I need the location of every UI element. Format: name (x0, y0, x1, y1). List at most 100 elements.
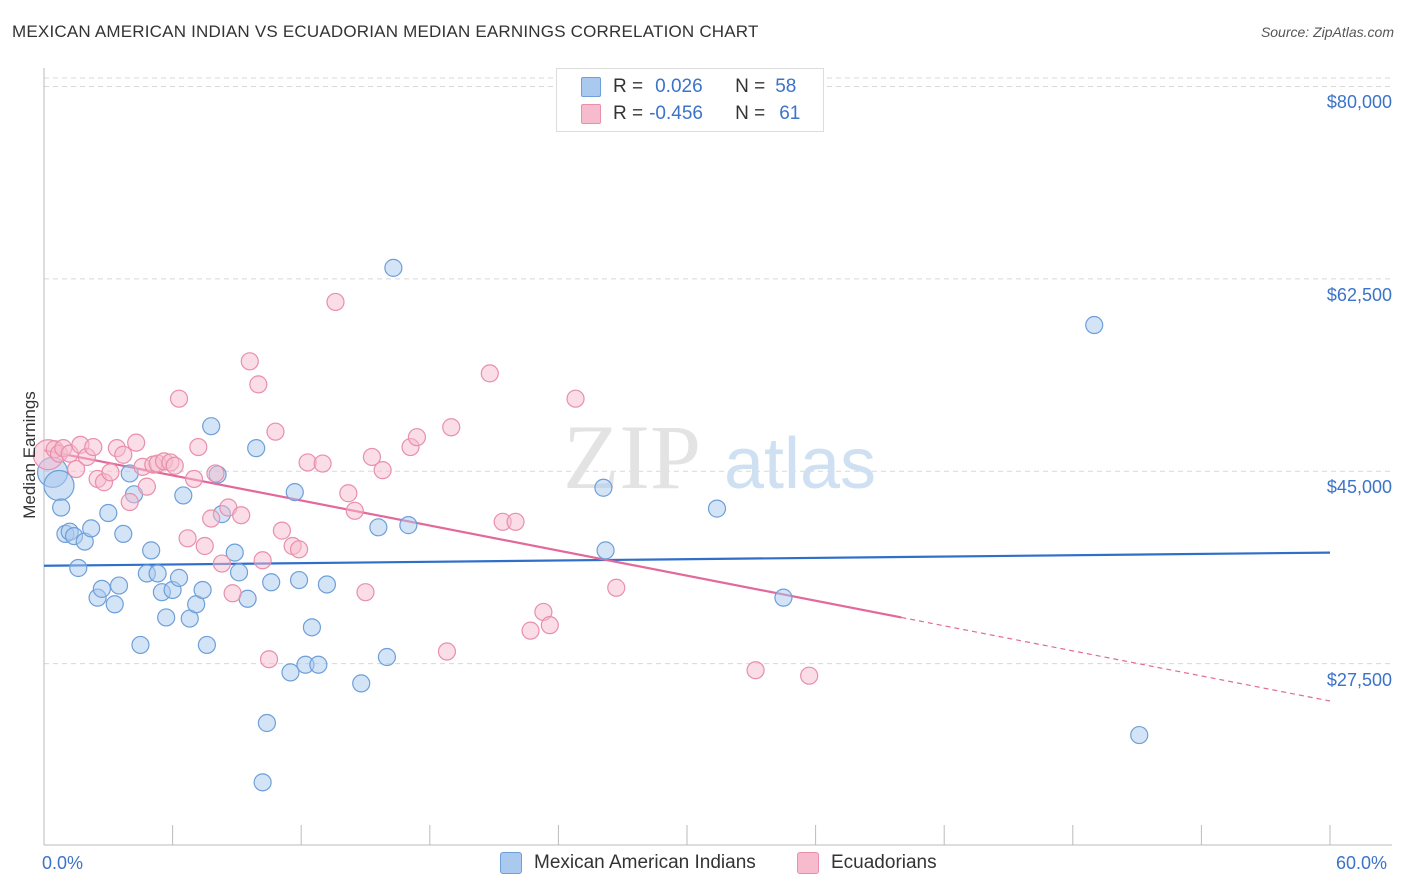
data-point-mexican-american-indians (257, 713, 277, 733)
legend-n-label: N = (735, 103, 766, 124)
data-point-ecuadorians (195, 536, 214, 556)
legend-r-label: R = (613, 76, 644, 97)
data-point-mexican-american-indians (99, 503, 118, 523)
data-point-ecuadorians (259, 650, 279, 669)
legend-n-value: 58 (775, 76, 797, 97)
series-legend-swatch-blue (500, 852, 522, 874)
data-point-ecuadorians (607, 578, 626, 597)
data-point-mexican-american-indians (131, 635, 150, 655)
data-point-ecuadorians (169, 389, 189, 408)
data-point-ecuadorians (240, 352, 259, 371)
data-point-mexican-american-indians (105, 595, 124, 614)
x-tick-label-min: 0.0% (42, 853, 84, 873)
legend-r-label: R = (613, 103, 644, 124)
data-point-ecuadorians (437, 642, 457, 661)
data-point-mexican-american-indians (69, 558, 88, 578)
series-legend-label-pink: Ecuadorians (831, 852, 937, 873)
series-ecuadorians (32, 292, 819, 685)
chart-source: Source: ZipAtlas.com (1260, 24, 1394, 40)
data-point-mexican-american-indians (707, 499, 727, 518)
series-legend: Mexican American Indians Ecuadorians (0, 852, 1406, 878)
legend-r-value: -0.456 (649, 103, 703, 124)
data-point-ecuadorians (356, 583, 375, 602)
data-point-mexican-american-indians (169, 568, 189, 587)
data-point-mexican-american-indians (142, 541, 161, 560)
legend-swatch-pink (581, 104, 601, 124)
y-tick-label: $80,000 (1326, 92, 1392, 113)
legend-r-value: 0.026 (655, 76, 703, 97)
data-point-ecuadorians (114, 445, 133, 464)
y-tick-label: $62,500 (1326, 284, 1392, 305)
data-point-ecuadorians (202, 509, 221, 528)
data-point-ecuadorians (67, 459, 86, 479)
data-point-mexican-american-indians (229, 563, 249, 582)
data-point-ecuadorians (249, 375, 268, 394)
data-point-ecuadorians (266, 422, 285, 441)
data-point-mexican-american-indians (148, 564, 167, 583)
data-point-ecuadorians (362, 447, 382, 467)
data-point-ecuadorians (313, 454, 332, 473)
series-legend-item-blue: Mexican American Indians (500, 852, 756, 874)
series-mexican-american-indians (36, 258, 1149, 792)
data-point-mexican-american-indians (774, 588, 793, 607)
data-point-ecuadorians (746, 661, 765, 680)
data-point-mexican-american-indians (317, 575, 337, 594)
data-point-ecuadorians (137, 477, 156, 496)
data-point-ecuadorians (289, 540, 309, 559)
data-point-ecuadorians (253, 551, 272, 570)
data-point-ecuadorians (480, 364, 499, 383)
data-point-mexican-american-indians (174, 486, 193, 505)
data-point-mexican-american-indians (369, 518, 388, 537)
series-legend-item-pink: Ecuadorians (797, 852, 937, 874)
data-point-ecuadorians (521, 621, 540, 640)
data-point-mexican-american-indians (596, 541, 615, 560)
data-point-mexican-american-indians (384, 258, 403, 277)
data-point-mexican-american-indians (225, 543, 244, 562)
data-point-ecuadorians (212, 554, 231, 573)
data-point-mexican-american-indians (114, 524, 133, 544)
watermark-zip: ZIP (563, 406, 701, 508)
data-point-mexican-american-indians (1085, 315, 1104, 335)
data-point-mexican-american-indians (1130, 725, 1149, 745)
data-point-mexican-american-indians (377, 647, 397, 667)
axes (43, 68, 1392, 846)
data-point-ecuadorians (540, 616, 559, 635)
x-tick-label-max: 60.0% (1336, 853, 1388, 873)
data-point-ecuadorians (298, 453, 317, 472)
data-point-ecuadorians (127, 433, 146, 452)
data-point-mexican-american-indians (247, 439, 266, 458)
data-point-mexican-american-indians (352, 674, 371, 693)
y-axis-label: Median Earnings (20, 391, 39, 519)
chart-title: MEXICAN AMERICAN INDIAN VS ECUADORIAN ME… (12, 22, 759, 41)
data-point-mexican-american-indians (52, 498, 71, 517)
data-point-mexican-american-indians (302, 618, 322, 637)
data-point-ecuadorians (84, 437, 103, 457)
data-point-mexican-american-indians (594, 478, 613, 497)
legend-n-value: 61 (779, 103, 801, 124)
data-point-ecuadorians (165, 456, 184, 475)
data-point-ecuadorians (339, 484, 358, 503)
data-point-ecuadorians (442, 418, 461, 437)
data-point-ecuadorians (189, 437, 208, 457)
data-point-ecuadorians (178, 529, 197, 548)
y-tick-label: $45,000 (1326, 477, 1392, 498)
data-point-ecuadorians (506, 512, 525, 531)
legend-row-pink: R = -0.456 N = 61 (581, 101, 800, 127)
series-legend-swatch-pink (797, 852, 819, 874)
data-point-ecuadorians (272, 521, 292, 540)
legend-row-blue: R = 0.026 N = 58 (581, 74, 796, 100)
data-point-ecuadorians (566, 389, 585, 408)
series-legend-label-blue: Mexican American Indians (534, 852, 756, 873)
data-point-ecuadorians (206, 464, 225, 483)
data-point-ecuadorians (120, 492, 139, 512)
data-point-ecuadorians (101, 463, 120, 482)
data-point-mexican-american-indians (285, 483, 304, 502)
data-point-ecuadorians (232, 506, 251, 525)
watermark-atlas: atlas (724, 424, 876, 504)
trend-line-pink-extension (901, 616, 1331, 702)
data-point-mexican-american-indians (92, 579, 111, 598)
data-point-mexican-american-indians (262, 573, 281, 592)
data-point-ecuadorians (800, 666, 819, 685)
data-point-mexican-american-indians (109, 576, 129, 595)
